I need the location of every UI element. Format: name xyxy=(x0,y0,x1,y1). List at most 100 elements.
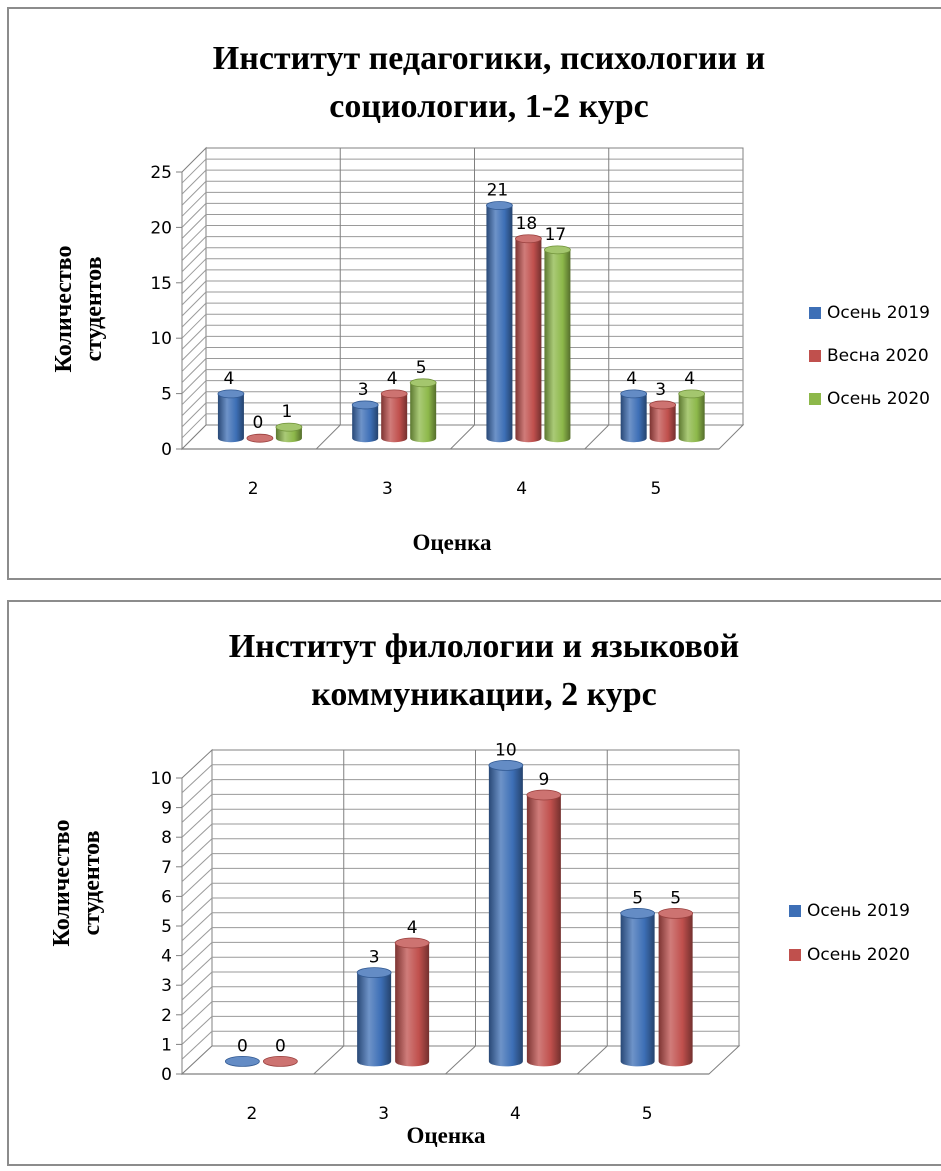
data-label: 10 xyxy=(495,740,517,760)
legend-swatch xyxy=(809,307,821,319)
bar-top xyxy=(486,201,513,210)
y-tick-label: 0 xyxy=(161,1065,172,1085)
data-label: 4 xyxy=(407,918,418,938)
y-tick-label: 25 xyxy=(150,163,172,183)
bar-top xyxy=(380,389,408,399)
bar-top xyxy=(246,433,274,443)
y-tick-label: 10 xyxy=(150,769,172,789)
chart-title: коммуникации, 2 курс xyxy=(311,676,656,713)
bar xyxy=(526,789,562,1067)
gridline-side xyxy=(181,313,207,339)
bar-top xyxy=(526,789,562,801)
x-tick-label: 2 xyxy=(246,1104,257,1124)
gridline-side xyxy=(181,1030,213,1060)
bar-body xyxy=(217,393,244,443)
y-tick-label: 8 xyxy=(161,828,172,848)
gridline-side xyxy=(181,180,207,206)
bar-top xyxy=(620,907,656,919)
bar xyxy=(409,378,437,443)
y-tick-label: 3 xyxy=(161,976,172,996)
gridline-side xyxy=(181,191,207,217)
bar xyxy=(488,759,524,1067)
bar-body xyxy=(410,382,437,443)
floor-divider xyxy=(450,424,475,450)
bar xyxy=(380,389,408,443)
data-label: 3 xyxy=(358,380,369,400)
bar-chart-1: Институт педагогики, психологии и социоло… xyxy=(51,40,930,555)
y-axis-label-line: студентов xyxy=(81,256,107,361)
data-label: 17 xyxy=(545,225,567,245)
bar-body xyxy=(381,393,408,443)
legend-label: Осень 2020 xyxy=(807,945,910,965)
y-tick-label: 15 xyxy=(150,274,172,294)
data-label: 3 xyxy=(369,948,380,968)
bar-top xyxy=(620,389,648,399)
gridline-side xyxy=(181,912,213,942)
bar-body xyxy=(620,393,647,443)
bar xyxy=(351,400,379,443)
chart-panel-2: Институт филологии и языковой коммуникаци… xyxy=(7,600,941,1166)
bar xyxy=(394,937,430,1067)
gridline-side xyxy=(181,391,207,417)
x-tick-label: 5 xyxy=(642,1104,653,1124)
legend-label: Осень 2019 xyxy=(807,901,910,921)
bar xyxy=(217,389,245,443)
legend-label: Осень 2020 xyxy=(827,389,930,409)
gridline-side xyxy=(181,986,213,1016)
data-label: 18 xyxy=(516,214,538,234)
legend-label: Весна 2020 xyxy=(827,346,929,366)
bar xyxy=(515,234,542,443)
bar-top xyxy=(678,389,706,399)
gridline-side xyxy=(181,794,213,823)
gridline-side xyxy=(181,764,213,794)
gridline-side xyxy=(181,897,213,927)
x-tick-label: 3 xyxy=(382,479,393,499)
gridline-side xyxy=(181,823,213,853)
gridline-side xyxy=(181,1016,213,1045)
x-axis-label: Оценка xyxy=(406,1123,486,1148)
legend-swatch xyxy=(789,949,801,961)
gridline-side xyxy=(181,247,207,273)
bar-top xyxy=(275,422,303,432)
floor-divider xyxy=(576,1045,608,1075)
gridline-side xyxy=(181,942,213,971)
x-axis-label: Оценка xyxy=(412,530,492,555)
gridline-side xyxy=(181,236,207,261)
data-label: 3 xyxy=(655,380,666,400)
gridline-side xyxy=(181,1001,213,1030)
data-label: 0 xyxy=(275,1036,286,1056)
gridline-side xyxy=(181,225,207,250)
y-tick-label: 5 xyxy=(161,385,172,405)
bar-top xyxy=(394,937,430,949)
gridline-side xyxy=(181,956,213,986)
bar-top xyxy=(649,400,677,410)
gridline-side xyxy=(181,302,207,328)
bar-body xyxy=(620,913,655,1067)
bar-top xyxy=(262,1055,298,1067)
legend-swatch xyxy=(789,905,801,917)
data-label: 5 xyxy=(670,888,681,908)
gridline-side xyxy=(181,258,207,284)
bar-top xyxy=(658,907,694,919)
data-label: 0 xyxy=(253,413,264,433)
bar xyxy=(246,433,274,443)
data-label: 5 xyxy=(416,358,427,378)
bar-body xyxy=(649,404,676,443)
chart-title: Институт филологии и языковой xyxy=(229,628,740,665)
bar-body xyxy=(357,972,392,1067)
gridline-side xyxy=(181,369,207,394)
bar-top xyxy=(351,400,379,410)
gridline-side xyxy=(181,779,213,808)
y-tick-label: 7 xyxy=(161,858,172,878)
data-label: 1 xyxy=(282,402,293,422)
data-label: 0 xyxy=(237,1036,248,1056)
gridline-side xyxy=(181,347,207,372)
bar-top xyxy=(544,245,571,255)
chart-title: социологии, 1-2 курс xyxy=(329,88,648,125)
y-tick-label: 6 xyxy=(161,887,172,907)
x-tick-label: 5 xyxy=(650,479,661,499)
data-label: 21 xyxy=(487,181,509,201)
bar xyxy=(678,389,706,443)
y-axis-label: Количество студентов xyxy=(51,246,107,373)
bar-top xyxy=(217,389,245,399)
